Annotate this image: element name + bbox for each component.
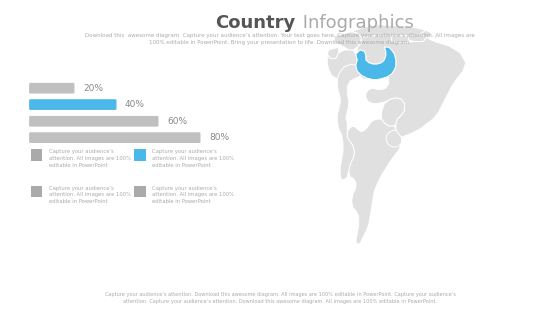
FancyBboxPatch shape <box>29 132 200 143</box>
Text: Download this  awesome diagram  Capture your audience’s attention. Your text goe: Download this awesome diagram Capture yo… <box>85 33 475 38</box>
Text: 40%: 40% <box>125 100 145 109</box>
Polygon shape <box>337 64 362 180</box>
Polygon shape <box>356 47 396 80</box>
FancyBboxPatch shape <box>29 83 74 94</box>
Polygon shape <box>327 47 339 59</box>
Text: Capture your audience’s
attention. All images are 100%
editable in PowerPoint: Capture your audience’s attention. All i… <box>152 186 234 204</box>
Polygon shape <box>409 35 427 42</box>
Text: 60%: 60% <box>167 117 187 126</box>
Polygon shape <box>352 25 426 37</box>
Bar <box>31 186 42 197</box>
Polygon shape <box>356 47 396 80</box>
Polygon shape <box>357 36 466 137</box>
Polygon shape <box>381 98 404 126</box>
Bar <box>31 149 42 161</box>
Polygon shape <box>386 130 402 147</box>
Polygon shape <box>334 32 362 50</box>
Bar <box>134 186 146 197</box>
Text: 20%: 20% <box>83 84 103 93</box>
Polygon shape <box>420 30 432 39</box>
Polygon shape <box>347 119 402 244</box>
Text: Capture your audience’s
attention. All images are 100%
editable in PowerPoint: Capture your audience’s attention. All i… <box>152 149 234 168</box>
Polygon shape <box>391 36 414 43</box>
Bar <box>134 149 146 161</box>
Text: 80%: 80% <box>209 133 229 142</box>
Text: 100% editable in PowerPoint. Bring your presentation to life. Download this awes: 100% editable in PowerPoint. Bring your … <box>149 40 411 45</box>
Text: Capture your audience’s attention. Download this awesome diagram. All images are: Capture your audience’s attention. Downl… <box>105 292 455 304</box>
Polygon shape <box>327 50 357 78</box>
FancyBboxPatch shape <box>29 99 116 110</box>
Text: Infographics: Infographics <box>297 14 414 32</box>
Text: Capture your audience’s
attention. All images are 100%
editable in PowerPoint: Capture your audience’s attention. All i… <box>49 186 130 204</box>
FancyBboxPatch shape <box>29 116 158 127</box>
Polygon shape <box>435 36 437 39</box>
Text: Country: Country <box>216 14 296 32</box>
Text: Capture your audience’s
attention. All images are 100%
editable in PowerPoint: Capture your audience’s attention. All i… <box>49 149 130 168</box>
